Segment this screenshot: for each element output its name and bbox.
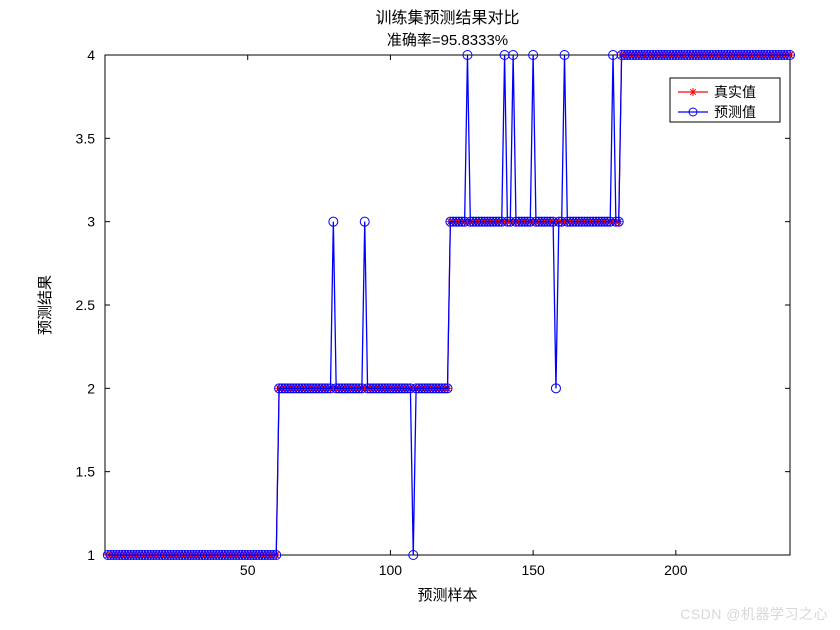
plot-area	[105, 55, 790, 555]
y-tick-label: 2	[87, 380, 95, 396]
y-tick-label: 1	[87, 547, 95, 563]
x-axis-label: 预测样本	[417, 587, 477, 604]
y-tick-label: 4	[87, 47, 95, 63]
chart-title: 训练集预测结果对比	[375, 9, 519, 27]
legend-label: 预测值	[714, 104, 756, 120]
x-tick-label: 200	[664, 562, 688, 578]
y-tick-label: 2.5	[76, 297, 96, 313]
chart-subtitle: 准确率=95.8333%	[387, 32, 508, 49]
legend-label: 真实值	[714, 84, 756, 100]
line-chart: 50 100 150 200 1 1.5 2 2.5 3 3.5 4 预测样本 预测结果 训练集预测结果对…	[0, 0, 840, 630]
x-tick-label: 100	[379, 562, 403, 578]
y-tick-label: 1.5	[76, 464, 96, 480]
y-tick-label: 3.5	[76, 130, 96, 146]
y-tick-label: 3	[87, 214, 95, 230]
chart-container: 50 100 150 200 1 1.5 2 2.5 3 3.5 4 预测样本 预测结果 训练集预测结果对…	[0, 0, 840, 630]
y-axis-label: 预测结果	[37, 275, 54, 335]
x-tick-label: 150	[521, 562, 545, 578]
x-tick-label: 50	[240, 562, 256, 578]
